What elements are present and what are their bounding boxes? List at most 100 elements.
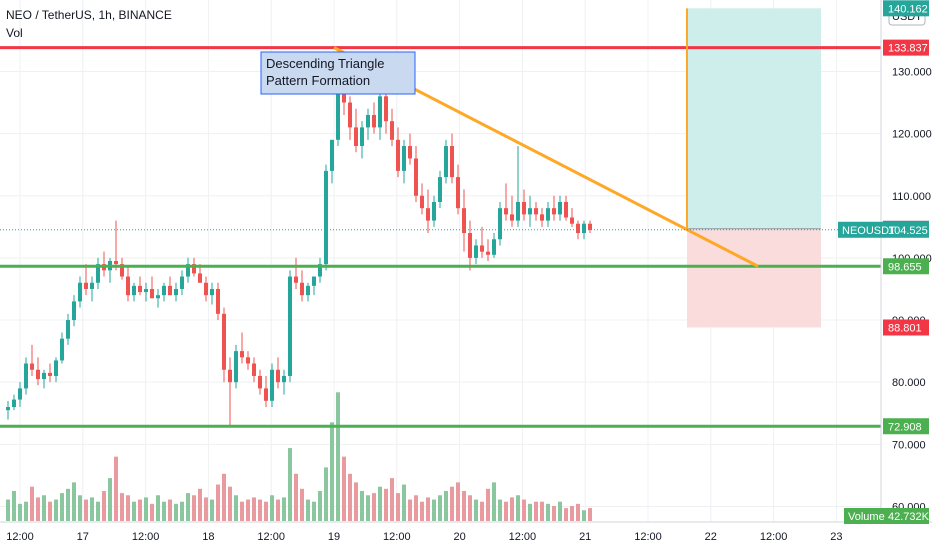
candle-body[interactable] bbox=[300, 282, 304, 296]
candle-body[interactable] bbox=[30, 363, 34, 370]
candle-body[interactable] bbox=[246, 357, 250, 364]
candle-body[interactable] bbox=[450, 146, 454, 178]
candle-body[interactable] bbox=[204, 282, 208, 296]
candle-body[interactable] bbox=[84, 282, 88, 289]
candle-body[interactable] bbox=[504, 208, 508, 215]
candle-body[interactable] bbox=[474, 245, 478, 258]
candle-body[interactable] bbox=[384, 96, 388, 122]
candle-body[interactable] bbox=[510, 214, 514, 221]
candle-body[interactable] bbox=[12, 399, 16, 408]
candle-body[interactable] bbox=[228, 369, 232, 383]
position-zones[interactable] bbox=[687, 8, 821, 328]
horizontal-levels[interactable] bbox=[0, 46, 881, 428]
candle-body[interactable] bbox=[498, 208, 502, 240]
candle-body[interactable] bbox=[48, 372, 52, 376]
candle-body[interactable] bbox=[282, 375, 286, 383]
candle-body[interactable] bbox=[198, 273, 202, 283]
candle-body[interactable] bbox=[18, 388, 22, 400]
candle-body[interactable] bbox=[66, 320, 70, 339]
target-zone[interactable] bbox=[687, 8, 821, 229]
candle-body[interactable] bbox=[444, 146, 448, 178]
symbol-title[interactable]: NEO / TetherUS, 1h, BINANCE bbox=[6, 8, 172, 22]
candle-body[interactable] bbox=[312, 276, 316, 286]
candles[interactable] bbox=[6, 47, 592, 426]
annotation-box[interactable] bbox=[260, 51, 416, 95]
candle-body[interactable] bbox=[534, 208, 538, 215]
candle-body[interactable] bbox=[324, 170, 328, 265]
candle-body[interactable] bbox=[234, 351, 238, 383]
candle-body[interactable] bbox=[486, 251, 490, 255]
candle-body[interactable] bbox=[408, 146, 412, 159]
candle-body[interactable] bbox=[6, 407, 10, 411]
candle-body[interactable] bbox=[522, 201, 526, 215]
candle-body[interactable] bbox=[456, 177, 460, 209]
candle-body[interactable] bbox=[552, 208, 556, 215]
candle-body[interactable] bbox=[582, 223, 586, 234]
candle-body[interactable] bbox=[516, 201, 520, 221]
candle-body[interactable] bbox=[192, 264, 196, 274]
candle-body[interactable] bbox=[414, 158, 418, 196]
candle-body[interactable] bbox=[72, 301, 76, 321]
candle-body[interactable] bbox=[114, 261, 118, 265]
candle-body[interactable] bbox=[348, 102, 352, 128]
candle-body[interactable] bbox=[156, 295, 160, 299]
candle-body[interactable] bbox=[558, 201, 562, 215]
candle-body[interactable] bbox=[438, 177, 442, 202]
candle-body[interactable] bbox=[420, 195, 424, 209]
candle-body[interactable] bbox=[216, 288, 220, 314]
candle-body[interactable] bbox=[426, 208, 430, 221]
candle-body[interactable] bbox=[222, 313, 226, 370]
candle-body[interactable] bbox=[480, 245, 484, 252]
candle-body[interactable] bbox=[258, 375, 262, 389]
candle-body[interactable] bbox=[318, 264, 322, 277]
candle-body[interactable] bbox=[462, 208, 466, 234]
candle-body[interactable] bbox=[354, 127, 358, 147]
candle-body[interactable] bbox=[78, 282, 82, 302]
candle-body[interactable] bbox=[540, 214, 544, 221]
candle-body[interactable] bbox=[42, 372, 46, 380]
candle-body[interactable] bbox=[330, 139, 334, 171]
candle-body[interactable] bbox=[24, 363, 28, 389]
candle-body[interactable] bbox=[288, 276, 292, 376]
candle-body[interactable] bbox=[378, 96, 382, 128]
candle-body[interactable] bbox=[90, 282, 94, 289]
candle-body[interactable] bbox=[546, 208, 550, 221]
time-axis[interactable]: 12:00 17 12:00 18 12:00 19 12:00 20 12:00 21 12:00… bbox=[6, 531, 842, 543]
candle-body[interactable] bbox=[576, 223, 580, 234]
candle-body[interactable] bbox=[294, 276, 298, 283]
candle-body[interactable] bbox=[252, 363, 256, 376]
candle-body[interactable] bbox=[210, 288, 214, 296]
candle-body[interactable] bbox=[432, 201, 436, 221]
candle-body[interactable] bbox=[468, 233, 472, 258]
candle-body[interactable] bbox=[270, 369, 274, 401]
candle-body[interactable] bbox=[360, 127, 364, 147]
candle-body[interactable] bbox=[264, 388, 268, 401]
candle-body[interactable] bbox=[126, 276, 130, 296]
candle-body[interactable] bbox=[144, 288, 148, 293]
candle-body[interactable] bbox=[336, 83, 340, 140]
candle-body[interactable] bbox=[36, 369, 40, 380]
candle-body[interactable] bbox=[390, 121, 394, 140]
candle-body[interactable] bbox=[492, 239, 496, 255]
candle-body[interactable] bbox=[588, 223, 592, 230]
candle-body[interactable] bbox=[570, 217, 574, 224]
candle-body[interactable] bbox=[276, 369, 280, 383]
candle-body[interactable] bbox=[138, 285, 142, 293]
candle-body[interactable] bbox=[372, 114, 376, 128]
candle-body[interactable] bbox=[60, 338, 64, 361]
candle-body[interactable] bbox=[168, 285, 172, 296]
candle-body[interactable] bbox=[174, 288, 178, 296]
candle-body[interactable] bbox=[396, 139, 400, 171]
candle-body[interactable] bbox=[150, 288, 154, 299]
candle-body[interactable] bbox=[162, 285, 166, 296]
stop-zone[interactable] bbox=[687, 228, 821, 328]
candle-body[interactable] bbox=[54, 360, 58, 376]
volume-indicator-label[interactable]: Vol bbox=[6, 26, 23, 40]
candle-body[interactable] bbox=[96, 264, 100, 283]
candle-body[interactable] bbox=[120, 264, 124, 277]
candle-body[interactable] bbox=[366, 114, 370, 128]
price-axis[interactable]: 60.00070.00080.00090.000100.000110.00012… bbox=[892, 66, 932, 513]
candle-body[interactable] bbox=[186, 264, 190, 277]
candle-body[interactable] bbox=[132, 285, 136, 296]
